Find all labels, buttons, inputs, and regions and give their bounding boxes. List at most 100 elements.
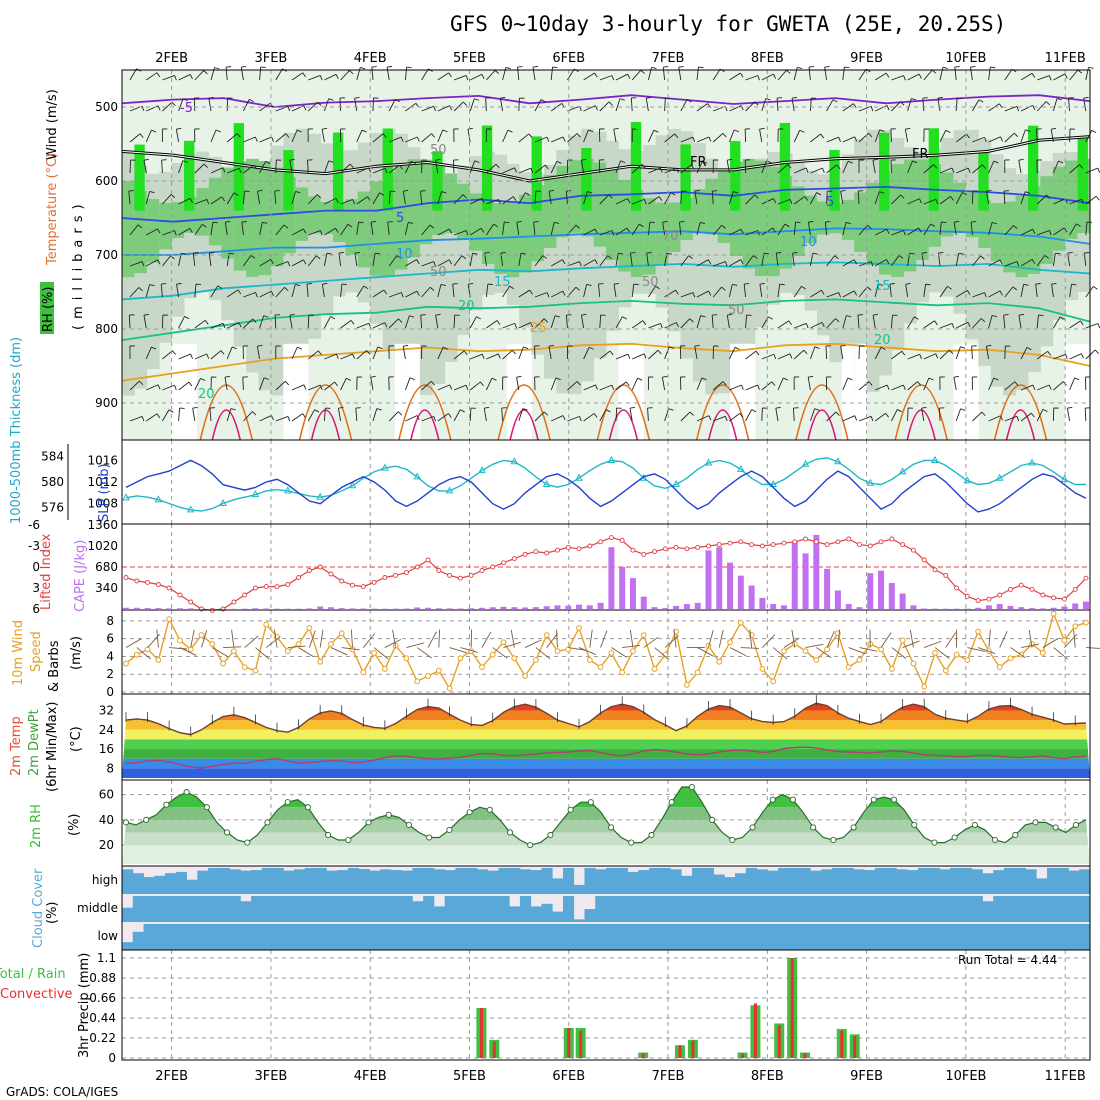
wind-barb: [340, 224, 349, 236]
wind-barb: [630, 97, 633, 112]
rh-band-saturated: [928, 128, 939, 211]
cloud-middle-bar: [197, 896, 209, 922]
wind-barb: [775, 253, 779, 267]
rh2m-point: [466, 809, 473, 816]
rh2m-point: [1072, 821, 1079, 828]
wind-barb-feather: [607, 255, 612, 259]
wind-barb-feather: [1074, 377, 1080, 381]
wind-barb-feather: [341, 283, 347, 286]
rh-band-saturated: [879, 132, 890, 211]
rh-band-high: [792, 186, 806, 257]
thickness-point: [154, 495, 163, 503]
wind-barb: [696, 290, 709, 298]
wind-barb: [810, 192, 817, 205]
wind-barb: [711, 315, 714, 329]
wind-barb-feather: [919, 354, 922, 360]
wind-barb: [226, 192, 235, 205]
wind-barb-feather: [918, 73, 922, 79]
wind-barb: [1053, 316, 1061, 329]
isotherm-30: [596, 384, 651, 441]
wind-barb-feather: [657, 349, 662, 355]
wind-barb: [745, 255, 754, 267]
wind-barb-feather: [594, 259, 598, 265]
cloud-middle-bar: [724, 896, 736, 922]
wind-barb: [1020, 412, 1032, 422]
wind-barb: [517, 67, 520, 81]
wind-barb: [858, 381, 870, 391]
wind-barb: [648, 349, 659, 360]
wind-barb: [923, 320, 935, 329]
wind10m-barb: [244, 635, 259, 648]
rh-clear-pocket: [407, 343, 421, 440]
cloud-high-bar: [272, 868, 284, 894]
wind-barb: [323, 160, 330, 174]
wind-barb-feather: [784, 223, 790, 228]
lifted-index-point: [749, 542, 755, 548]
wind-barb: [162, 101, 173, 112]
lifted-index-point: [134, 578, 140, 584]
cloud-high-bar: [380, 869, 392, 894]
cloud-high-bar: [1046, 868, 1059, 894]
wind-barb: [711, 191, 714, 205]
wind-barb-feather: [595, 384, 598, 390]
wind-barb: [1052, 160, 1059, 174]
thickness-tick-label: 580: [41, 475, 64, 489]
cape-tick-label: 1020: [87, 539, 118, 553]
wind-barb: [372, 408, 378, 422]
wind-barb: [226, 289, 239, 298]
wind-barb: [1020, 347, 1028, 360]
wind-barb: [437, 347, 444, 360]
rh-clear-pocket: [283, 343, 297, 440]
wind-barb-feather: [933, 164, 938, 169]
wind-barb: [891, 230, 904, 236]
wind-barb: [875, 228, 888, 236]
cloud-high-bar: [358, 869, 370, 894]
wind-barb-feather: [966, 133, 970, 139]
wind-barb-feather: [618, 252, 624, 255]
wind-barb-feather: [700, 315, 706, 318]
cape-bar: [306, 608, 313, 609]
wind-barb-feather: [1079, 164, 1084, 169]
thickness-point: [413, 472, 422, 480]
thickness-point: [542, 479, 551, 488]
wind-barb-feather: [349, 70, 354, 75]
wind-barb-feather: [382, 133, 387, 138]
cloud-middle-bar: [896, 896, 908, 922]
rh-band-high: [978, 199, 992, 248]
wind-barb-feather: [543, 318, 549, 323]
wind-barb: [550, 222, 555, 236]
wind-speed-point: [403, 655, 410, 662]
wind-barb-feather: [727, 313, 733, 316]
wind-speed-point: [166, 616, 173, 623]
lifted-index-point: [803, 536, 809, 542]
wind-barb-feather: [347, 223, 353, 228]
wind-barb: [1018, 315, 1022, 329]
rh-legend: RH (%): [41, 287, 56, 332]
wind-barb-feather: [201, 223, 207, 228]
wind-barb: [1068, 98, 1071, 112]
wind-barb-feather: [608, 194, 613, 199]
rh2m-point: [143, 816, 150, 823]
wind-barb: [842, 259, 855, 267]
wind10m-barb: [673, 629, 677, 648]
wind-barb-feather: [870, 106, 874, 112]
wind-barb: [145, 228, 158, 236]
wind-barb-feather: [143, 313, 149, 316]
cloud-high-bar: [864, 870, 876, 894]
wind-barb: [907, 381, 918, 391]
wind-barb: [712, 224, 723, 236]
lifted-index-point: [436, 568, 442, 573]
wind-barb-feather: [620, 160, 626, 164]
wind-barb-feather: [546, 292, 550, 298]
wind-barb-feather: [576, 381, 581, 386]
wind-barb-feather: [480, 227, 485, 233]
cloud-high-bar: [1014, 868, 1026, 894]
wind-barb-feather: [919, 198, 922, 204]
top-date-label: 5FEB: [453, 51, 486, 66]
cloud-high-bar: [767, 870, 779, 894]
rh2m-point: [648, 831, 655, 839]
wind-speed-point: [381, 665, 388, 672]
wind-barb-feather: [448, 228, 453, 234]
wind-barb-feather: [543, 411, 549, 416]
